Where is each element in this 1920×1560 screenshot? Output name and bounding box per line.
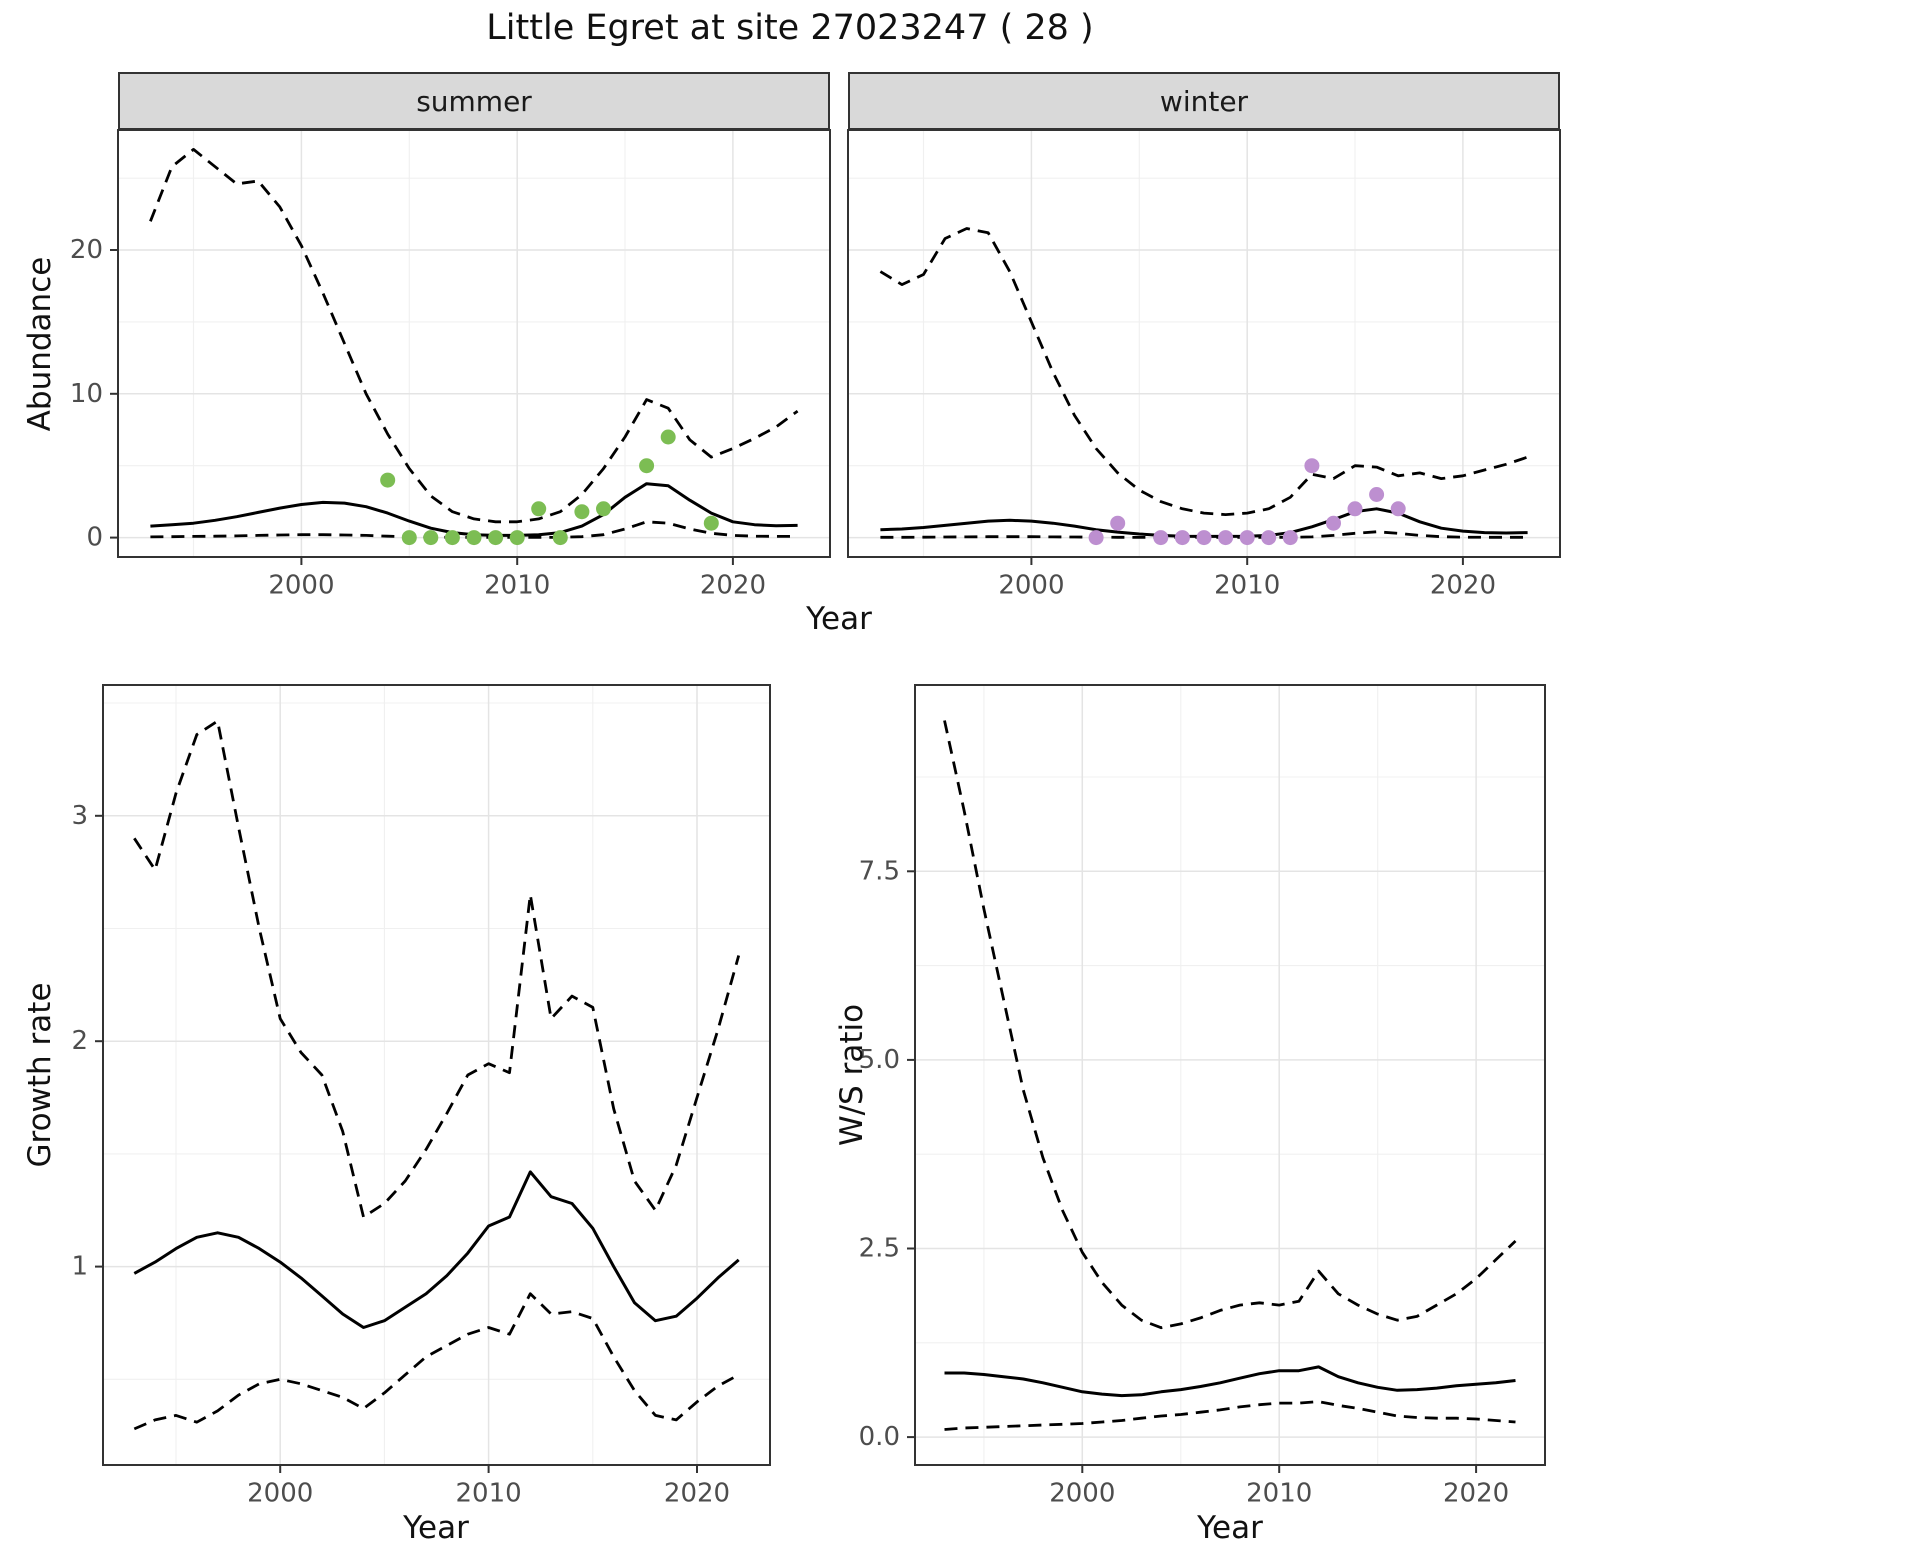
panel-border [914,684,1546,1466]
axis-ticks: 2000 2010 2020 0 10 20 [70,235,766,600]
facet-strip-summer: summer [118,72,830,130]
x-axis-label-year-top: Year [806,601,872,637]
x-tick-label: 2010 [1214,570,1280,600]
observation-point [531,501,547,517]
observation-point [1304,458,1320,474]
panel-background [915,685,1545,1465]
x-tick-label: 2020 [1430,570,1496,600]
abundance_winter-lower_ci-line [880,530,1528,539]
gridlines [118,130,830,557]
axis-ticks: 2000 2010 2020 1 2 3 [71,801,730,1509]
x-tick-label: 2020 [700,570,766,600]
x-axis-label-year-ws: Year [1197,1510,1263,1546]
observation-point [1088,530,1104,546]
observation-point [444,530,460,546]
x-tick-label: 2020 [1443,1478,1509,1508]
winter-observations [1088,458,1406,546]
ws_ratio-fit-line [944,1365,1516,1398]
y-tick-label: 10 [70,379,103,409]
observation-point [380,472,396,488]
abundance_summer-panel: 2000 2010 2020 0 10 20 [70,129,831,600]
growth_rate-lower_ci-line [133,1292,740,1431]
growth_rate-panel: 2000 2010 2020 1 2 3 [71,684,771,1509]
observation-point [423,530,439,546]
y-axis-label-growth-rate: Growth rate [22,982,58,1168]
growth_rate-upper_ci-line [133,719,741,1219]
observation-point [1239,530,1255,546]
x-axis-label-year-growth: Year [403,1510,469,1546]
gridlines [103,685,770,1465]
observation-point [1261,530,1277,546]
observation-point [660,429,676,445]
y-tick-label: 20 [70,235,103,265]
observation-point [1174,530,1190,546]
ws_ratio-lower_ci-line [944,1400,1516,1431]
gridlines [915,685,1545,1465]
facet-strip-summer-label: summer [416,84,532,118]
x-tick-label: 2000 [247,1478,313,1508]
abundance_summer-fit-line [150,482,798,537]
x-tick-label: 2010 [484,570,550,600]
abundance_summer-lower_ci-line [150,520,798,539]
observation-point [639,458,655,474]
x-tick-label: 2010 [1246,1478,1312,1508]
y-axis-label-abundance: Abundance [22,256,58,432]
x-tick-label: 2000 [998,570,1064,600]
panel-border [847,129,1561,558]
observation-point [509,530,525,546]
observation-point [596,501,611,517]
panel-background [848,130,1560,557]
gridlines [848,130,1560,557]
y-tick-label: 2 [71,1026,88,1056]
y-tick-label: 3 [71,801,88,831]
observation-point [1153,530,1169,546]
axis-ticks: 2000 2010 2020 [998,557,1496,600]
y-tick-label: 0 [86,523,103,553]
observation-point [488,530,504,546]
summer-observations [380,429,719,546]
panel-background [118,130,830,557]
y-axis-label-ws-ratio: W/S ratio [834,1003,870,1147]
observation-point [1282,530,1298,546]
y-tick-label: 1 [71,1252,88,1282]
abundance_summer-upper_ci-line [149,148,799,524]
abundance_winter-upper_ci-line [879,227,1529,516]
y-tick-label: 0.0 [859,1422,900,1452]
observation-point [1390,501,1406,517]
x-tick-label: 2000 [1049,1478,1115,1508]
growth_rate-fit-line [133,1170,740,1329]
observation-point [552,530,568,546]
observation-point [401,530,417,546]
observation-point [1218,530,1234,546]
x-tick-label: 2000 [268,570,334,600]
panel-border [102,684,771,1466]
abundance_winter-panel: 2000 2010 2020 [847,129,1561,600]
observation-point [1369,487,1385,502]
ws_ratio-upper_ci-line [943,720,1517,1330]
observation-point [1110,515,1126,531]
y-tick-label: 2.5 [859,1234,900,1264]
facet-strip-winter: winter [848,72,1560,130]
observation-point [1326,515,1341,531]
observation-point [1347,501,1363,517]
x-tick-label: 2020 [664,1478,730,1508]
panel-border [117,129,831,558]
panel-background [103,685,770,1465]
observation-point [574,504,590,520]
observation-point [1196,530,1212,546]
abundance_winter-fit-line [880,507,1528,538]
x-tick-label: 2010 [456,1478,522,1508]
facet-strip-winter-label: winter [1159,84,1249,118]
plot-title: Little Egret at site 27023247 ( 28 ) [486,8,1094,48]
y-tick-label: 7.5 [859,856,900,886]
observation-point [466,530,482,546]
observation-point [703,515,719,531]
